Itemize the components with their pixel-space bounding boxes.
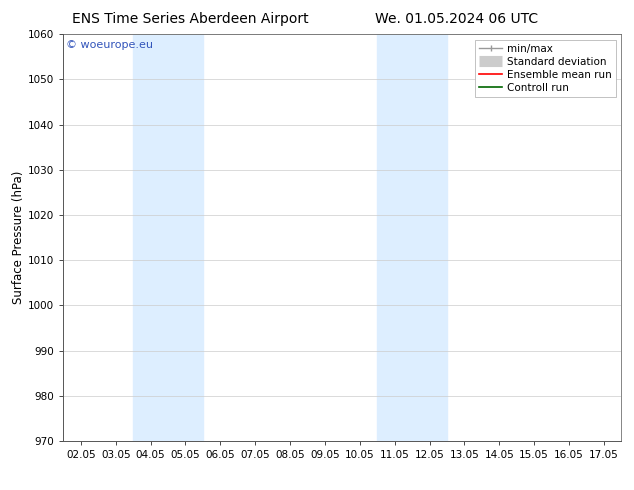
Bar [133, 34, 203, 441]
Text: We. 01.05.2024 06 UTC: We. 01.05.2024 06 UTC [375, 12, 538, 26]
Legend: min/max, Standard deviation, Ensemble mean run, Controll run: min/max, Standard deviation, Ensemble me… [475, 40, 616, 97]
Bar [377, 34, 447, 441]
Text: © woeurope.eu: © woeurope.eu [66, 40, 153, 50]
Text: ENS Time Series Aberdeen Airport: ENS Time Series Aberdeen Airport [72, 12, 309, 26]
Y-axis label: Surface Pressure (hPa): Surface Pressure (hPa) [12, 171, 25, 304]
